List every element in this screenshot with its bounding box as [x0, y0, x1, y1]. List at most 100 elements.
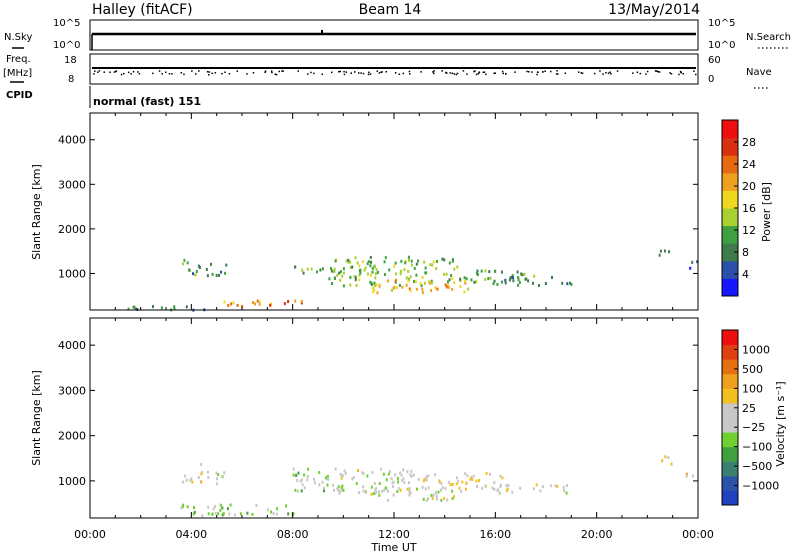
data-cell	[295, 474, 298, 477]
nave-dot	[577, 71, 580, 73]
nave-dot	[453, 73, 455, 75]
data-cell	[215, 482, 218, 486]
colorbar-segment	[722, 190, 738, 209]
data-cell	[341, 274, 344, 278]
scatter-region	[269, 299, 303, 307]
scatter-region	[182, 258, 201, 277]
x-tick-label: 00:00	[682, 528, 714, 541]
nave-dot	[537, 71, 539, 73]
data-cell	[451, 258, 454, 262]
data-cell	[339, 278, 342, 282]
nave-dots	[93, 70, 697, 76]
data-cell	[211, 272, 214, 276]
data-cell	[413, 266, 416, 270]
nave-dot	[658, 71, 661, 73]
nave-dot	[483, 71, 486, 73]
data-cell	[345, 259, 348, 263]
nsearch-label: N.Search	[746, 32, 791, 43]
data-cell	[378, 284, 381, 288]
scatter-region	[658, 249, 671, 257]
nave-dot	[307, 73, 309, 75]
data-cell	[392, 493, 395, 497]
colorbar-segment	[722, 446, 738, 462]
data-cell	[347, 260, 350, 264]
data-cell	[225, 263, 228, 267]
data-cell	[399, 272, 402, 276]
data-cell	[414, 280, 417, 284]
nave-dot	[350, 72, 352, 74]
velocity-y-ticks: 4000 3000 2000 1000	[58, 339, 698, 488]
data-cell	[431, 281, 434, 285]
data-cell	[333, 488, 335, 492]
data-cell	[527, 279, 530, 283]
data-cell	[200, 462, 203, 466]
nave-dot	[505, 73, 507, 75]
nave-dot	[214, 72, 217, 74]
nave-dot	[482, 71, 485, 74]
data-cell	[659, 249, 662, 253]
data-cell	[565, 484, 568, 488]
data-cell	[323, 486, 325, 490]
nave-dot	[514, 71, 516, 73]
data-cell	[327, 477, 330, 481]
data-cell	[364, 266, 367, 270]
power-frame	[89, 112, 699, 311]
colorbar-segment	[722, 260, 738, 279]
data-cell	[518, 280, 521, 284]
scatter-region	[496, 483, 568, 495]
nave-dot	[274, 73, 276, 75]
scatter-region	[181, 462, 203, 484]
data-cell	[387, 472, 390, 476]
data-cell	[376, 291, 379, 295]
data-cell	[386, 489, 389, 493]
data-cell	[670, 462, 673, 466]
data-cell	[408, 287, 411, 291]
colorbar-segment	[722, 490, 738, 506]
power-y-ticks: 4000 3000 2000 1000	[58, 134, 698, 280]
nave-dot	[180, 72, 183, 74]
data-cell	[362, 471, 365, 475]
data-cell	[300, 299, 303, 303]
data-cell	[475, 479, 478, 483]
data-cell	[343, 469, 346, 473]
data-cell	[216, 477, 218, 481]
data-cell	[384, 486, 387, 490]
data-cell	[691, 474, 694, 478]
data-cell	[201, 514, 204, 518]
data-cell	[359, 271, 362, 275]
nave-dot	[528, 71, 530, 73]
nave-dot	[409, 73, 411, 75]
data-cell	[505, 483, 508, 487]
data-cell	[533, 274, 536, 278]
nave-dot	[493, 72, 495, 75]
data-cell	[696, 260, 699, 264]
data-cell	[419, 282, 422, 285]
data-cell	[370, 260, 372, 264]
data-cell	[565, 491, 568, 495]
data-cell	[228, 512, 231, 516]
scatter-region	[689, 260, 699, 270]
data-cell	[223, 471, 226, 475]
nave-dot	[281, 70, 283, 72]
velocity-colorbar: 1000 500 100 25 −25 −100 −500 −1000	[721, 329, 779, 506]
data-cell	[300, 489, 303, 493]
data-cell	[443, 272, 446, 276]
data-cell	[491, 486, 494, 490]
nave-dot	[97, 71, 99, 73]
data-cell	[533, 487, 535, 491]
data-cell	[437, 490, 440, 494]
power-x-ticks	[89, 113, 699, 310]
data-cell	[444, 487, 447, 490]
nave-dot	[398, 73, 401, 75]
nave-tick-top: 60	[708, 55, 721, 66]
nave-dot	[208, 71, 210, 73]
data-cell	[301, 478, 303, 482]
data-cell	[410, 259, 413, 263]
data-cell	[344, 471, 347, 475]
data-cell	[394, 473, 397, 477]
data-cell	[450, 274, 453, 277]
data-cell	[476, 484, 478, 488]
data-cell	[358, 273, 361, 277]
data-cell	[369, 273, 372, 277]
data-cell	[496, 282, 499, 286]
